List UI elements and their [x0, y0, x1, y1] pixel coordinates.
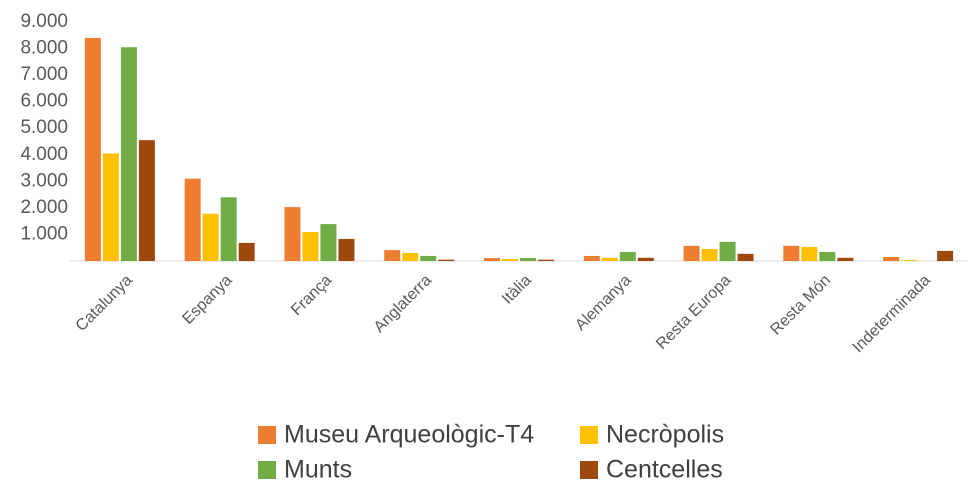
- y-tick-label: 2.000: [20, 197, 68, 218]
- bar: [202, 213, 219, 261]
- bar: [84, 37, 101, 261]
- bar: [601, 257, 618, 261]
- y-tick-label: 8.000: [20, 38, 68, 59]
- bar: [302, 232, 319, 261]
- x-tick-label: Anglaterra: [371, 272, 435, 336]
- bar: [701, 249, 718, 261]
- y-tick-label: 7.000: [20, 64, 68, 85]
- bar: [937, 250, 954, 261]
- x-tick-label: Resta Europa: [653, 272, 734, 353]
- y-tick-label: 9.000: [20, 11, 68, 32]
- y-tick-label: 6.000: [20, 91, 68, 112]
- x-tick-label: Itàlia: [499, 272, 535, 308]
- y-tick-label: 1.000: [20, 223, 68, 244]
- bar: [520, 258, 536, 261]
- x-tick-label: França: [288, 272, 335, 319]
- bar: [384, 250, 401, 261]
- bar: [637, 257, 654, 261]
- bar: [737, 253, 754, 261]
- bar: [619, 251, 636, 261]
- legend-label: Museu Arqueològic-T4: [284, 421, 534, 449]
- bar: [438, 259, 455, 261]
- bar: [338, 238, 355, 261]
- bar: [538, 259, 554, 261]
- y-tick-label: 3.000: [20, 170, 68, 191]
- bar: [719, 241, 736, 261]
- legend-swatch: [258, 426, 276, 444]
- bar: [783, 245, 800, 261]
- x-tick-label: Indeterminada: [850, 272, 934, 356]
- x-tick-label: Resta Món: [767, 272, 834, 339]
- bar: [184, 178, 201, 261]
- legend-swatch: [580, 461, 598, 479]
- bar: [238, 242, 255, 261]
- bar: [583, 255, 600, 261]
- bar: [220, 197, 237, 261]
- bar: [402, 253, 419, 261]
- legend-swatch: [580, 426, 598, 444]
- legend-swatch: [258, 461, 276, 479]
- x-tick-label: Alemanya: [572, 272, 634, 334]
- x-tick-label: Catalunya: [73, 272, 136, 335]
- bar: [484, 258, 500, 261]
- bar: [683, 245, 700, 261]
- bar: [138, 140, 155, 261]
- y-tick-label: 4.000: [20, 144, 68, 165]
- bar: [502, 258, 518, 261]
- legend-label: Munts: [284, 456, 352, 483]
- bar: [320, 224, 337, 261]
- bar: [883, 257, 900, 261]
- legend-label: Centcelles: [606, 456, 723, 483]
- bar: [102, 153, 119, 261]
- bar: [420, 255, 437, 261]
- legend-label: Necròpolis: [606, 421, 724, 449]
- x-tick-label: Espanya: [179, 272, 235, 328]
- bar: [284, 207, 301, 261]
- y-tick-label: 5.000: [20, 117, 68, 138]
- bar: [819, 251, 836, 261]
- bar: [901, 260, 918, 261]
- bar: [837, 257, 854, 261]
- bar: [801, 246, 818, 261]
- bar: [120, 47, 137, 261]
